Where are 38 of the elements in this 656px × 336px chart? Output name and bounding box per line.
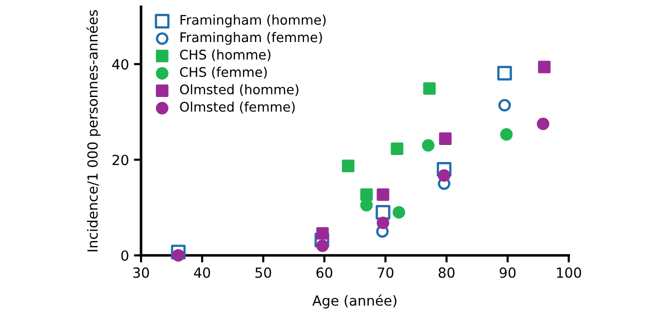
point [376,205,390,220]
point [500,128,513,141]
y-tick-label: 0 [121,250,128,261]
point [392,206,406,219]
point [360,188,373,201]
x-tick-label: 100 [557,267,582,278]
point [438,169,450,182]
legend-label: Olmsted (femme) [180,102,295,114]
legend-label: CHS (homme) [180,49,270,62]
point [172,249,185,262]
x-tick-label: 90 [500,267,516,278]
point [316,240,329,252]
point [390,142,404,155]
point [538,60,551,74]
point [497,66,512,81]
y-axis-title: Incidence/1 000 personnes-années [86,10,100,252]
x-tick-label: 60 [316,267,332,278]
legend-label: Framingham (homme) [180,14,326,28]
x-tick-label: 70 [378,267,394,278]
point [316,227,329,240]
point [498,98,511,112]
legend-label: Framingham (femme) [180,32,322,45]
point [422,139,434,152]
x-tick-label: 40 [194,267,210,278]
point [376,188,390,201]
y-tick-label: 20 [112,154,128,166]
x-tick-label: 50 [255,267,272,278]
legend-label: CHS (femme) [180,66,267,79]
point [439,132,452,145]
point [536,118,550,130]
y-tick-label: 40 [112,59,128,70]
x-tick-label: 30 [133,267,149,278]
legend-label: Olmsted (homme) [180,84,298,96]
point [342,160,354,172]
x-tick-label: 80 [438,267,454,278]
x-axis-title: Age (année) [312,294,396,308]
point [423,82,436,95]
point [376,216,390,230]
